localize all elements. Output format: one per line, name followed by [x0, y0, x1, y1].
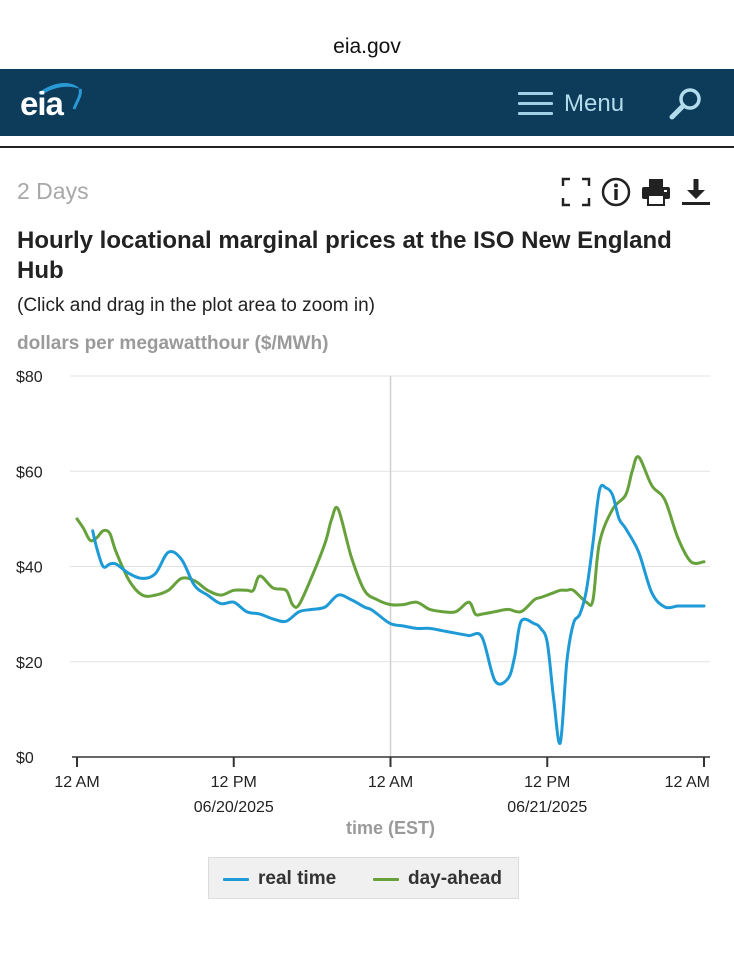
series-line-day-ahead[interactable]: [75, 455, 706, 617]
legend-item-day-ahead[interactable]: day-ahead: [373, 858, 502, 900]
chart-subtitle: (Click and drag in the plot area to zoom…: [17, 295, 376, 316]
legend-label-day-ahead: day-ahead: [408, 868, 502, 889]
y-tick-label: $20: [16, 655, 43, 672]
info-icon: [601, 177, 631, 207]
site-header: eia Menu: [0, 69, 734, 136]
download-button[interactable]: [681, 177, 711, 207]
menu-button[interactable]: Menu: [518, 90, 625, 117]
y-axis-label: dollars per megawatthour ($/MWh): [17, 333, 329, 354]
eia-logo[interactable]: eia: [20, 81, 90, 125]
legend-swatch-real-time: [223, 877, 249, 881]
legend: real time day-ahead: [208, 857, 519, 899]
chart-title: Hourly locational marginal prices at the…: [17, 227, 672, 284]
x-tick-date: 06/21/2025: [507, 799, 587, 816]
logo-swoosh-icon: [38, 83, 82, 110]
print-button[interactable]: [641, 177, 671, 207]
fullscreen-icon: [561, 177, 591, 207]
browser-url-bar[interactable]: eia.gov: [0, 0, 734, 69]
print-icon: [642, 179, 670, 206]
url-text: eia.gov: [333, 35, 401, 58]
y-axis-ticks: $0 $20 $40 $60 $80: [16, 369, 43, 767]
search-button[interactable]: [668, 87, 704, 121]
x-tick-date: 06/20/2025: [194, 799, 274, 816]
logo-text: eia: [20, 85, 64, 122]
x-axis: 12 AM 12 PM 06/20/2025 12 AM 12 PM 06/21/2025…: [54, 756, 710, 816]
legend-item-real-time[interactable]: real time: [223, 858, 336, 900]
x-tick-label: 12 AM: [368, 774, 413, 791]
x-axis-title: time (EST): [346, 818, 435, 838]
y-tick-label: $0: [16, 750, 34, 767]
y-tick-label: $80: [16, 369, 43, 386]
legend-swatch-day-ahead: [373, 877, 399, 881]
x-tick-label: 12 PM: [211, 774, 257, 791]
divider: [0, 146, 734, 148]
series-lines[interactable]: [75, 455, 706, 745]
x-tick-label: 12 AM: [665, 774, 710, 791]
x-tick-label: 12 AM: [54, 774, 99, 791]
hamburger-icon: [518, 92, 553, 116]
info-button[interactable]: [601, 177, 631, 207]
magnifier-icon: [669, 88, 701, 120]
y-tick-label: $60: [16, 464, 43, 481]
y-tick-label: $40: [16, 560, 43, 577]
fullscreen-button[interactable]: [561, 177, 591, 207]
x-tick-label: 12 PM: [524, 774, 570, 791]
legend-label-real-time: real time: [258, 868, 337, 889]
range-label[interactable]: 2 Days: [17, 178, 89, 204]
menu-label: Menu: [564, 90, 625, 117]
grid-lines: [70, 375, 710, 757]
series-line-real-time[interactable]: [91, 483, 706, 745]
download-icon: [682, 179, 710, 205]
